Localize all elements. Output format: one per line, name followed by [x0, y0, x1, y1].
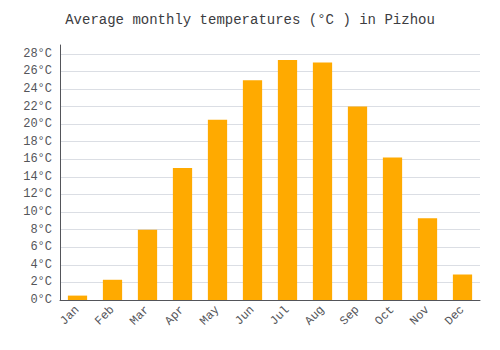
svg-text:12°C: 12°C	[23, 187, 52, 201]
svg-text:Nov: Nov	[407, 303, 432, 328]
svg-text:0°C: 0°C	[30, 293, 52, 307]
svg-text:28°C: 28°C	[23, 47, 52, 61]
svg-text:2°C: 2°C	[30, 275, 52, 289]
svg-text:Sep: Sep	[337, 303, 362, 328]
svg-text:Jan: Jan	[57, 303, 82, 328]
svg-text:16°C: 16°C	[23, 152, 52, 166]
svg-text:18°C: 18°C	[23, 135, 52, 149]
svg-text:Jun: Jun	[232, 303, 257, 328]
svg-text:8°C: 8°C	[30, 223, 52, 237]
svg-text:Oct: Oct	[372, 303, 397, 328]
svg-text:Apr: Apr	[162, 303, 187, 328]
svg-text:14°C: 14°C	[23, 170, 52, 184]
svg-text:Dec: Dec	[442, 303, 467, 328]
svg-text:Jul: Jul	[267, 303, 292, 328]
svg-text:May: May	[197, 303, 222, 328]
svg-text:Feb: Feb	[92, 303, 117, 328]
svg-text:10°C: 10°C	[23, 205, 52, 219]
svg-text:Average monthly temperatures (: Average monthly temperatures (°C ) in Pi…	[65, 12, 435, 28]
svg-text:Mar: Mar	[127, 303, 152, 328]
svg-text:22°C: 22°C	[23, 100, 52, 114]
svg-text:6°C: 6°C	[30, 240, 52, 254]
svg-text:26°C: 26°C	[23, 64, 52, 78]
svg-text:Aug: Aug	[302, 303, 327, 328]
svg-text:20°C: 20°C	[23, 117, 52, 131]
svg-text:24°C: 24°C	[23, 82, 52, 96]
svg-text:4°C: 4°C	[30, 258, 52, 272]
